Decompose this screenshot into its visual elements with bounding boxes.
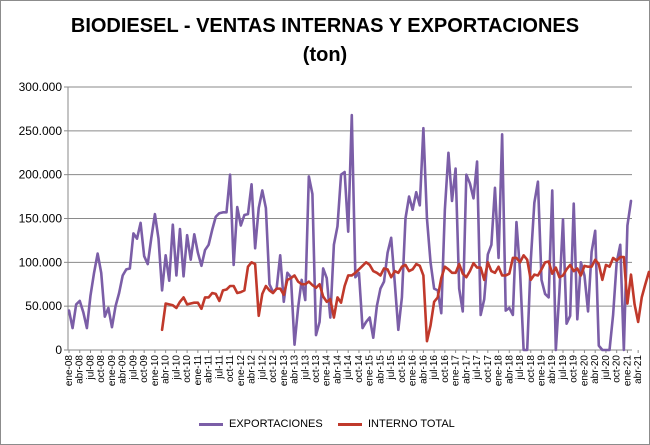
x-tick-label: jul-16 xyxy=(429,355,440,381)
x-tick-label: oct-12 xyxy=(268,355,279,383)
x-tick-label: ene-15 xyxy=(365,355,376,387)
x-tick-label: jul-10 xyxy=(171,355,182,381)
x-tick-label: jul-15 xyxy=(386,355,397,381)
y-tick-label: 200.000 xyxy=(19,168,63,182)
x-tick-label: jul-17 xyxy=(472,355,483,381)
x-tick-label: abr-09 xyxy=(118,355,129,384)
x-tick-label: abr-20 xyxy=(590,355,601,384)
x-tick-label: abr-21 xyxy=(633,355,644,384)
legend-item-internal: INTERNO TOTAL xyxy=(338,414,455,434)
series-line-exportaciones xyxy=(67,113,633,352)
x-tick-label: oct-20 xyxy=(612,355,623,383)
legend-swatch-internal xyxy=(338,422,362,426)
x-tick-label: oct-14 xyxy=(354,355,365,383)
chart-title: BIODIESEL - VENTAS INTERNAS Y EXPORTACIO… xyxy=(0,12,650,70)
chart-legend: EXPORTACIONES INTERNO TOTAL xyxy=(0,414,650,434)
x-tick-label: abr-08 xyxy=(75,355,86,384)
x-tick-label: ene-12 xyxy=(236,355,247,387)
x-tick-label: oct-18 xyxy=(526,355,537,383)
x-tick-label: jul-08 xyxy=(85,355,96,381)
y-tick-label: 0 xyxy=(55,343,62,357)
x-axis-ticks: ene-08 abr-08 jul-08 oct-08 ene-09 abr-09 jul-… xyxy=(64,355,644,387)
x-tick-label: abr-19 xyxy=(547,355,558,384)
series-line-interno-total xyxy=(160,254,650,343)
x-tick-label: oct-15 xyxy=(397,355,408,383)
x-tick-label: jul-11 xyxy=(214,355,225,380)
x-tick-label: jul-14 xyxy=(343,355,354,381)
x-tick-label: ene-21 xyxy=(622,355,633,387)
x-tick-label: abr-17 xyxy=(461,355,472,384)
axes xyxy=(64,86,639,353)
y-tick-label: 50.000 xyxy=(25,299,62,313)
x-tick-label: oct-09 xyxy=(139,355,150,383)
x-tick-label: jul-13 xyxy=(300,355,311,381)
x-tick-label: jul-12 xyxy=(257,355,268,381)
x-tick-label: oct-13 xyxy=(311,355,322,383)
x-tick-label: abr-14 xyxy=(332,355,343,384)
x-tick-label: oct-08 xyxy=(96,355,107,383)
y-tick-label: 100.000 xyxy=(19,255,63,269)
x-tick-label: oct-17 xyxy=(483,355,494,383)
x-tick-label: jul-18 xyxy=(515,355,526,381)
legend-swatch-exports xyxy=(199,422,223,426)
legend-label-internal: INTERNO TOTAL xyxy=(368,418,455,430)
x-tick-label: abr-12 xyxy=(247,355,258,384)
chart-title-unit: (ton) xyxy=(302,44,348,66)
y-tick-label: 250.000 xyxy=(19,124,63,138)
x-tick-label: abr-15 xyxy=(375,355,386,384)
chart-title-main: BIODIESEL - VENTAS INTERNAS Y EXPORTACIO… xyxy=(70,15,580,37)
x-tick-label: ene-10 xyxy=(150,355,161,387)
x-tick-label: abr-10 xyxy=(161,355,172,384)
x-tick-label: ene-18 xyxy=(494,355,505,387)
x-tick-label: ene-14 xyxy=(322,355,333,387)
x-tick-label: ene-11 xyxy=(193,355,204,386)
x-tick-label: ene-20 xyxy=(579,355,590,387)
x-tick-label: jul-09 xyxy=(128,355,139,381)
legend-label-exports: EXPORTACIONES xyxy=(229,418,323,430)
x-tick-label: jul-19 xyxy=(558,355,569,381)
x-tick-label: abr-16 xyxy=(418,355,429,384)
x-tick-label: abr-18 xyxy=(504,355,515,384)
x-tick-label: ene-08 xyxy=(64,355,75,387)
x-tick-label: ene-13 xyxy=(279,355,290,387)
x-tick-label: abr-13 xyxy=(290,355,301,384)
series-lines xyxy=(67,113,650,352)
x-tick-label: ene-16 xyxy=(408,355,419,387)
x-tick-label: ene-09 xyxy=(107,355,118,387)
x-tick-label: ene-17 xyxy=(451,355,462,387)
x-tick-label: oct-10 xyxy=(182,355,193,383)
x-tick-label: jul-20 xyxy=(601,355,612,381)
legend-item-exports: EXPORTACIONES xyxy=(199,414,323,434)
y-tick-label: 300.000 xyxy=(19,80,63,94)
x-tick-label: oct-11 xyxy=(225,355,236,382)
x-tick-label: oct-19 xyxy=(569,355,580,383)
x-tick-label: oct-16 xyxy=(440,355,451,383)
x-tick-label: ene-19 xyxy=(537,355,548,387)
x-tick-label: abr-11 xyxy=(204,355,215,384)
y-tick-label: 150.000 xyxy=(19,212,63,226)
y-axis-ticks: 0 50.000 100.000 150.000 200.000 250.000 300.0… xyxy=(19,80,63,357)
